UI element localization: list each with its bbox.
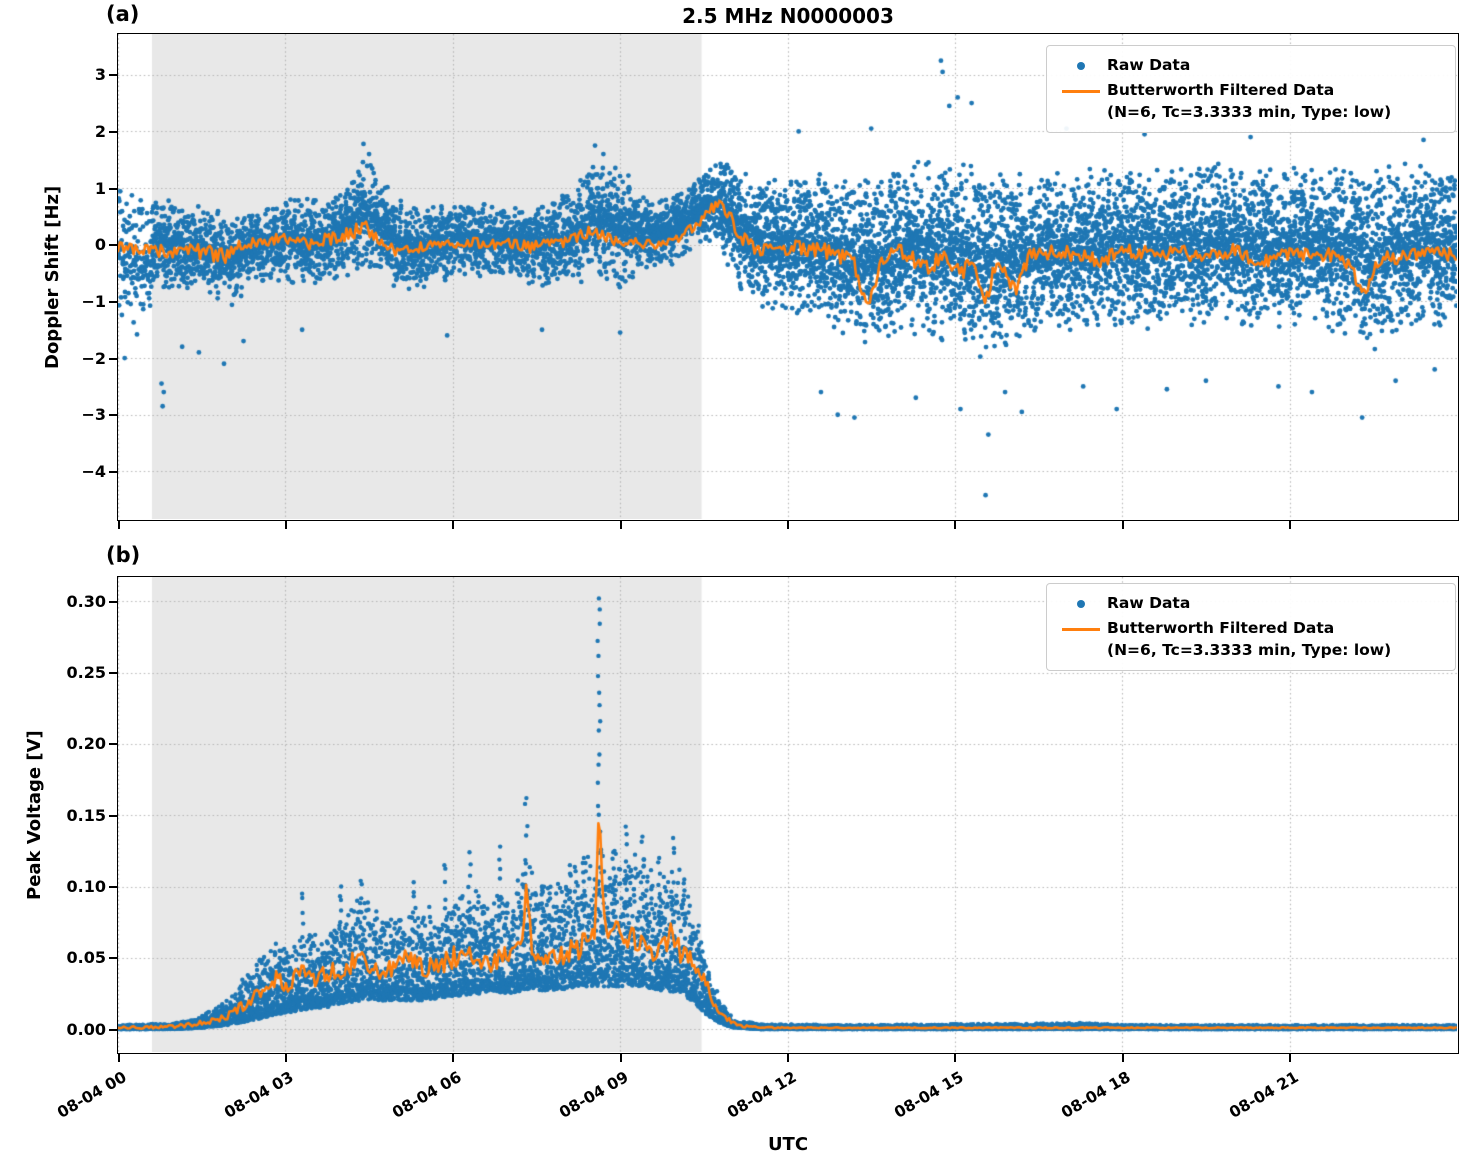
y-tick-label: 0 [94, 235, 106, 255]
y-axis-label-doppler: Doppler Shift [Hz] [42, 185, 63, 369]
figure-title: 2.5 MHz N0000003 [682, 4, 894, 28]
x-tick-mark [117, 1054, 120, 1062]
x-tick-mark [954, 521, 957, 529]
legend-filtered-label-line1: Butterworth Filtered Data [1107, 619, 1335, 637]
x-tick-mark [452, 1054, 455, 1062]
legend-raw-label: Raw Data [1107, 56, 1191, 74]
y-tick-mark [109, 74, 117, 77]
y-tick-label: 0.25 [66, 663, 106, 683]
raw-data-dot-icon [1077, 600, 1085, 608]
x-tick-mark [284, 1054, 287, 1062]
y-tick-mark [109, 672, 117, 675]
legend-raw-label: Raw Data [1107, 594, 1191, 612]
x-tick-label: 08-04 21 [1225, 1068, 1302, 1122]
y-tick-label: 0.05 [66, 948, 106, 968]
y-tick-mark [109, 301, 117, 304]
x-tick-mark [787, 521, 790, 529]
filtered-data-marker-wrap [1055, 617, 1107, 641]
y-tick-mark [109, 814, 117, 817]
x-tick-mark [619, 521, 622, 529]
y-tick-mark [109, 471, 117, 473]
panel-a-label: (a) [106, 2, 140, 26]
raw-data-marker-wrap [1055, 592, 1107, 616]
x-tick-mark [787, 1054, 790, 1062]
x-tick-mark [1121, 1054, 1124, 1062]
legend-doppler: Raw Data Butterworth Filtered Data (N=6,… [1046, 45, 1456, 133]
legend-filtered-label-line1: Butterworth Filtered Data [1107, 81, 1335, 99]
y-tick-mark [109, 1028, 117, 1031]
y-tick-mark [109, 600, 117, 603]
legend-filtered-label: Butterworth Filtered Data (N=6, Tc=3.333… [1107, 617, 1391, 662]
legend-filtered-label: Butterworth Filtered Data (N=6, Tc=3.333… [1107, 79, 1391, 124]
legend-filtered-label-line2: (N=6, Tc=3.3333 min, Type: low) [1107, 641, 1392, 660]
panel-b-label: (b) [106, 543, 141, 567]
x-tick-mark [619, 1054, 622, 1062]
y-tick-label: 3 [94, 65, 106, 85]
legend-voltage: Raw Data Butterworth Filtered Data (N=6,… [1046, 583, 1456, 671]
x-tick-mark [284, 521, 287, 529]
y-tick-label: 0.15 [66, 805, 106, 825]
x-tick-mark [452, 521, 455, 529]
raw-data-marker-wrap [1055, 54, 1107, 78]
y-tick-mark [109, 244, 117, 247]
legend-filtered-label-line2: (N=6, Tc=3.3333 min, Type: low) [1107, 103, 1392, 122]
y-tick-label: −2 [81, 348, 106, 368]
y-tick-label: 0.20 [66, 734, 106, 754]
y-tick-label: −3 [81, 405, 106, 425]
y-tick-mark [109, 187, 117, 190]
x-tick-mark [1121, 521, 1124, 529]
filtered-data-line-icon [1062, 89, 1100, 93]
y-tick-mark [109, 743, 117, 746]
filtered-data-line-icon [1062, 627, 1100, 631]
x-axis-label: UTC [767, 1134, 809, 1155]
filtered-data-marker-wrap [1055, 79, 1107, 103]
y-tick-label: −1 [81, 292, 106, 312]
y-tick-mark [109, 357, 117, 360]
y-tick-mark [109, 957, 117, 960]
y-tick-label: 2 [94, 122, 106, 142]
y-tick-label: 0.30 [66, 591, 106, 611]
y-tick-mark [109, 886, 117, 889]
raw-data-dot-icon [1077, 62, 1085, 70]
x-tick-mark [954, 1054, 957, 1062]
y-tick-label: −4 [81, 462, 106, 481]
y-tick-label: 1 [94, 178, 106, 198]
y-tick-mark [109, 131, 117, 134]
x-tick-mark [1289, 521, 1292, 529]
y-tick-label: 0.00 [66, 1019, 106, 1039]
x-tick-mark [117, 521, 120, 529]
y-tick-mark [109, 414, 117, 417]
y-tick-label: 0.10 [66, 877, 106, 897]
x-tick-mark [1289, 1054, 1292, 1062]
